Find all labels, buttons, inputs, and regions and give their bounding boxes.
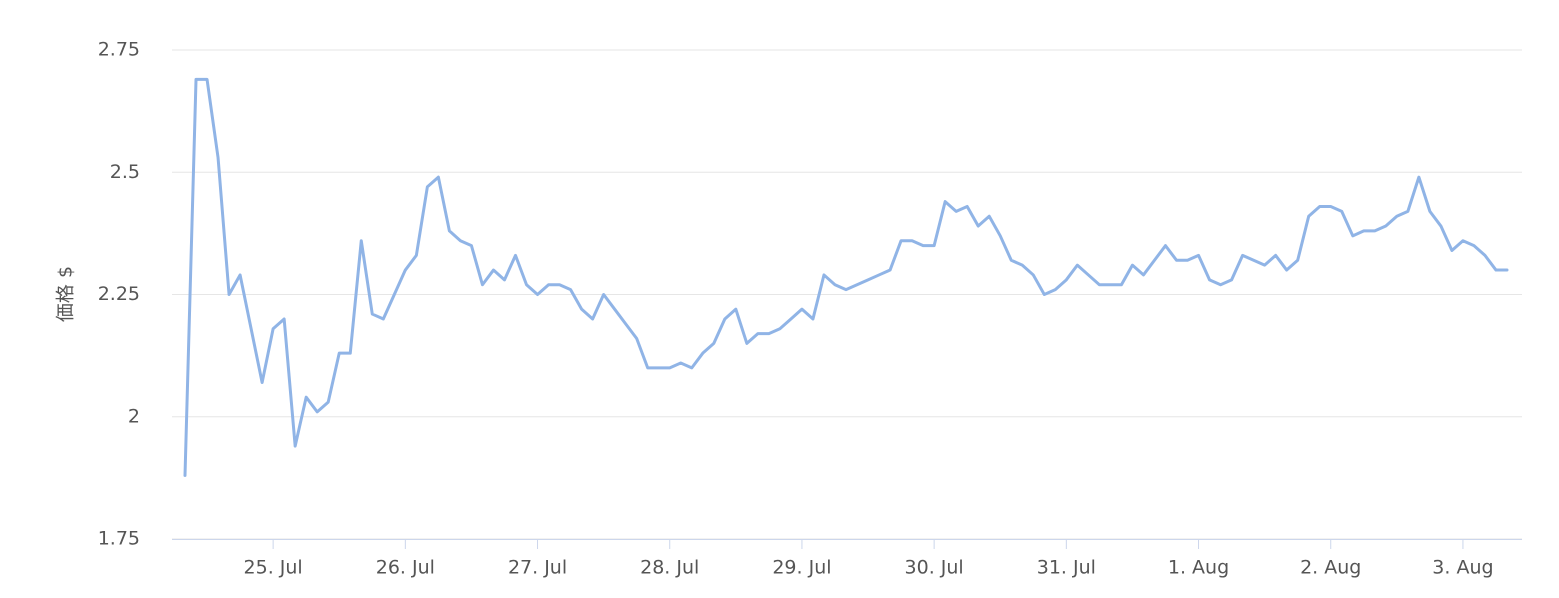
x-tick-label: 27. Jul — [508, 557, 567, 579]
x-tick-label: 1. Aug — [1168, 557, 1229, 579]
y-tick-label: 2 — [128, 405, 140, 427]
x-tick-label: 30. Jul — [905, 557, 964, 579]
y-axis-label: 価格 $ — [55, 266, 77, 322]
x-tick-label: 28. Jul — [640, 557, 699, 579]
x-tick-label: 29. Jul — [772, 557, 831, 579]
y-tick-label: 2.5 — [110, 161, 140, 183]
x-tick-label: 3. Aug — [1432, 557, 1493, 579]
x-tick-label: 26. Jul — [376, 557, 435, 579]
y-tick-label: 2.25 — [98, 283, 140, 305]
x-tick-label: 2. Aug — [1300, 557, 1361, 579]
x-tick-label: 31. Jul — [1037, 557, 1096, 579]
y-tick-label: 1.75 — [98, 528, 140, 550]
x-tick-label: 25. Jul — [244, 557, 303, 579]
y-tick-label: 2.75 — [98, 39, 140, 61]
line-series — [183, 77, 1509, 477]
